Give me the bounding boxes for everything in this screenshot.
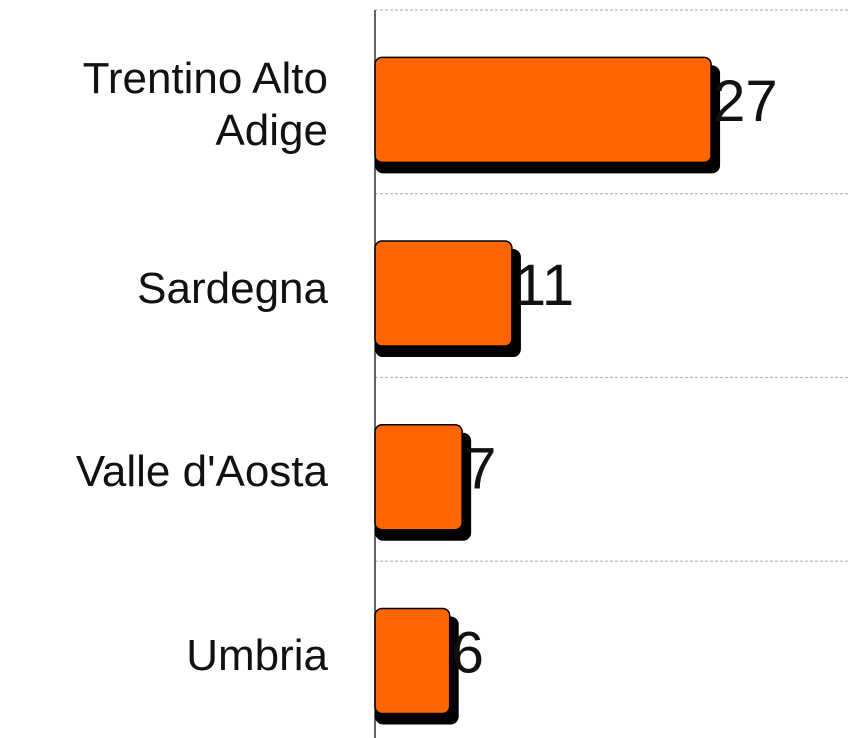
value-label: 27 xyxy=(713,69,778,134)
bar xyxy=(374,56,712,164)
category-label: Valle d'Aosta xyxy=(75,447,328,497)
category-label: Trentino Alto Adige xyxy=(82,53,328,155)
bar xyxy=(374,240,513,347)
category-label: Sardegna xyxy=(137,263,328,313)
value-label: 7 xyxy=(464,437,496,502)
value-label: 6 xyxy=(452,620,484,685)
value-label: 11 xyxy=(514,253,574,318)
category-label: Umbria xyxy=(186,630,328,680)
bar xyxy=(374,607,451,715)
bar xyxy=(374,424,463,531)
